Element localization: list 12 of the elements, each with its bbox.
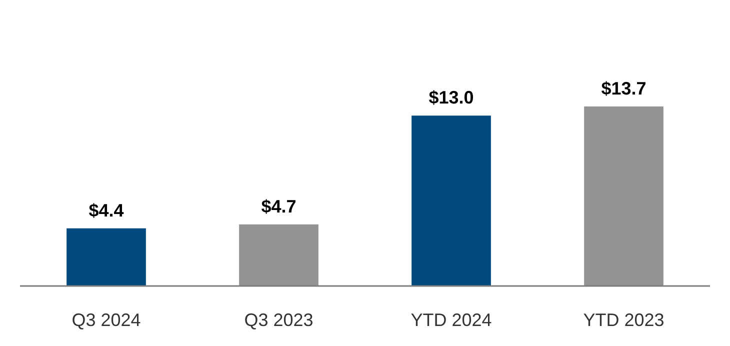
bar [239, 224, 318, 286]
x-tick-label: Q3 2023 [244, 310, 314, 330]
bar [66, 228, 146, 286]
data-label: $4.7 [261, 196, 296, 216]
x-tick-label: Q3 2024 [72, 310, 141, 330]
x-tick-label: YTD 2023 [583, 310, 664, 330]
data-label: $4.4 [88, 200, 124, 220]
bar [412, 116, 491, 286]
x-tick-label: YTD 2024 [410, 310, 492, 330]
data-label: $13.7 [601, 78, 646, 98]
data-label: $13.0 [428, 88, 474, 108]
bar [584, 106, 664, 286]
